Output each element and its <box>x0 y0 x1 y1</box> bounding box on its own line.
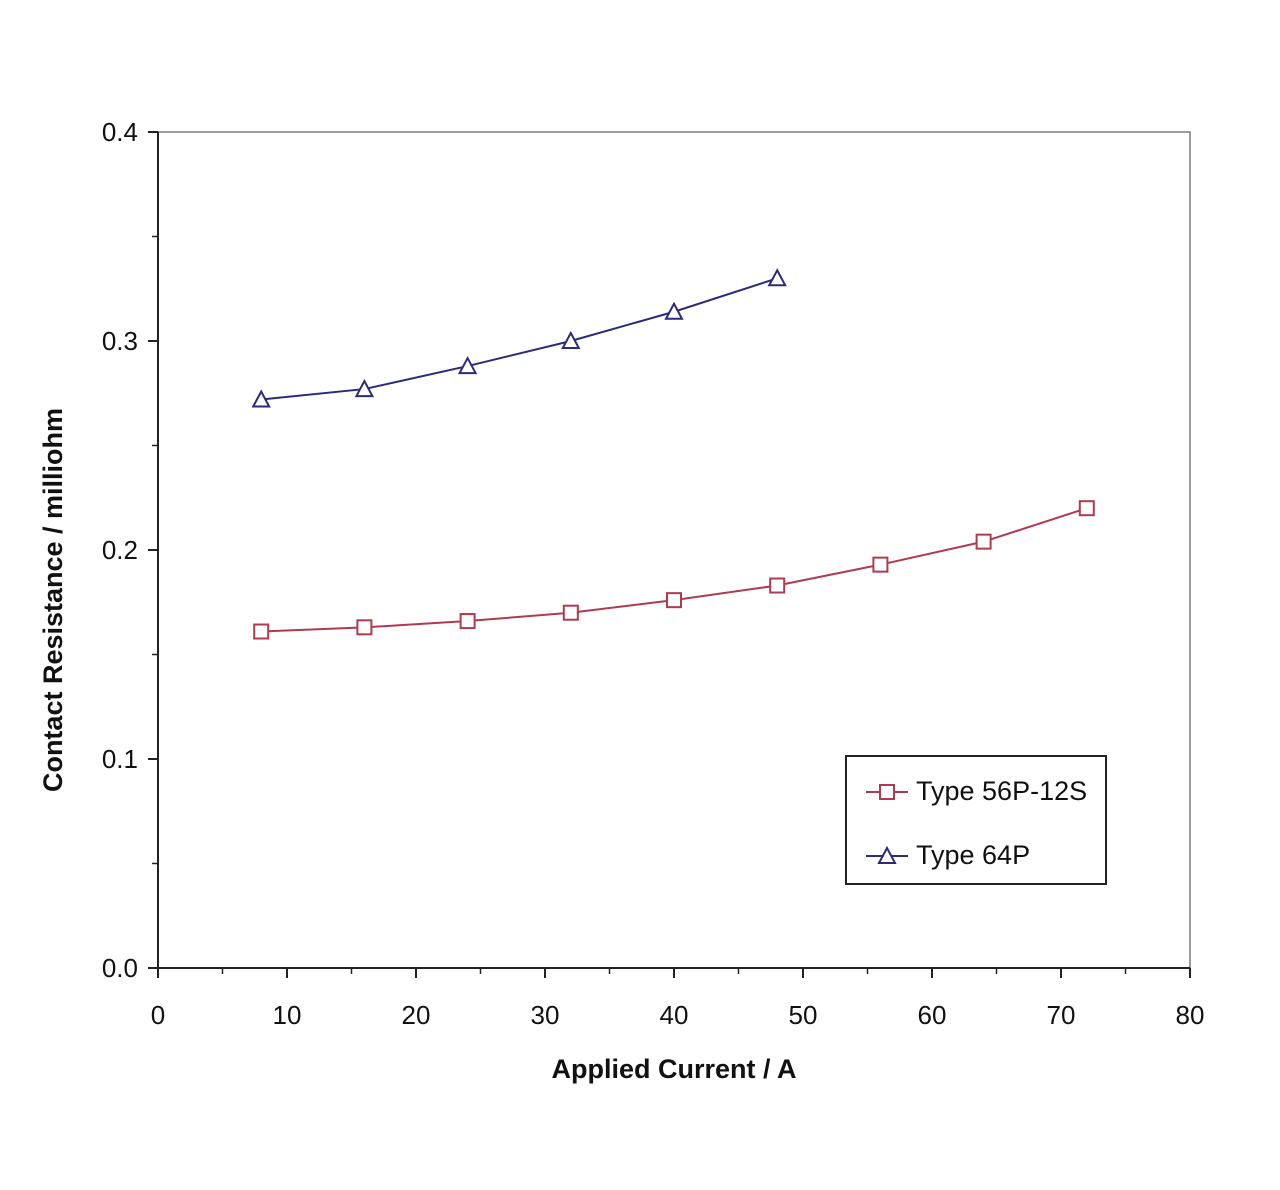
x-tick-label: 40 <box>660 1000 689 1030</box>
x-axis-title: Applied Current / A <box>551 1054 796 1084</box>
x-tick-label: 50 <box>789 1000 818 1030</box>
data-point-type-56p-12s <box>769 577 786 594</box>
y-axis-title: Contact Resistance / milliohm <box>38 408 68 792</box>
legend-label-type-64p: Type 64P <box>916 840 1030 870</box>
y-tick-label: 0.2 <box>102 535 138 565</box>
legend: Type 56P-12S Type 64P <box>845 755 1107 885</box>
data-point-type-56p-12s <box>562 604 579 621</box>
data-point-type-64p <box>354 378 375 398</box>
data-point-type-64p <box>664 301 684 320</box>
data-point-type-56p-12s <box>253 623 270 640</box>
axes: 0 10 20 30 40 50 60 70 80 0.0 0.1 0.2 0.3 0.4 <box>102 117 1205 1030</box>
series-type-64p <box>251 268 787 408</box>
legend-label-type-56p-12s: Type 56P-12S <box>916 776 1087 806</box>
data-point-type-56p-12s <box>975 533 992 550</box>
x-tick-label: 20 <box>402 1000 431 1030</box>
x-tick-label: 10 <box>273 1000 302 1030</box>
data-point-type-64p <box>251 389 271 408</box>
data-point-type-56p-12s <box>459 613 476 630</box>
y-tick-label: 0.3 <box>102 326 138 356</box>
x-tick-label: 80 <box>1176 1000 1205 1030</box>
x-tick-label: 30 <box>531 1000 560 1030</box>
data-point-type-56p-12s <box>356 619 373 636</box>
data-point-type-56p-12s <box>1078 500 1095 517</box>
y-tick-label: 0.4 <box>102 117 138 147</box>
legend-items <box>866 784 908 864</box>
legend-marker-type-56p-12s <box>879 784 895 800</box>
data-point-type-56p-12s <box>872 556 889 573</box>
series-line-type-64p <box>261 277 778 401</box>
series-type-56p-12s <box>253 500 1095 640</box>
x-tick-label: 70 <box>1047 1000 1076 1030</box>
data-point-type-64p <box>457 355 478 375</box>
data-point-type-64p <box>561 330 581 349</box>
x-tick-label: 60 <box>918 1000 947 1030</box>
series-layer <box>251 268 1095 640</box>
y-tick-label: 0.0 <box>102 953 138 983</box>
data-point-type-56p-12s <box>666 592 682 609</box>
data-point-type-64p <box>767 268 787 287</box>
y-tick-label: 0.1 <box>102 744 138 774</box>
x-tick-label: 0 <box>151 1000 165 1030</box>
legend-marker-type-64p <box>877 845 897 864</box>
